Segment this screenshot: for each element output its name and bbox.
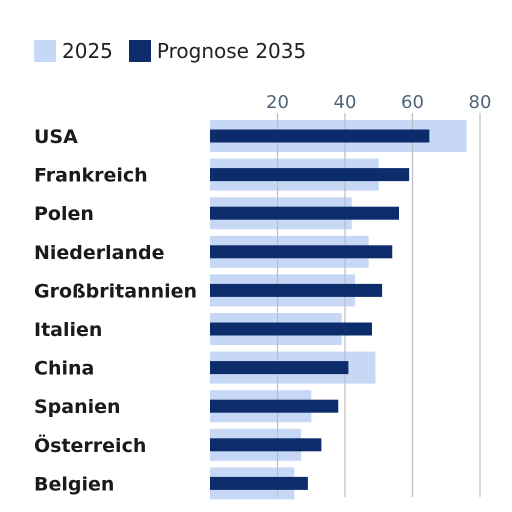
bar-2035 <box>210 129 430 143</box>
category-label: Frankreich <box>34 165 148 187</box>
x-tick-label: 20 <box>266 92 289 113</box>
x-tick-label: 40 <box>334 92 357 113</box>
bar-2035 <box>210 322 372 336</box>
bar-2035 <box>210 399 339 413</box>
category-label: Österreich <box>34 433 146 457</box>
x-tick-label: 80 <box>469 92 492 113</box>
legend-item-2035: Prognose 2035 <box>128 39 307 63</box>
category-label: Italien <box>34 319 102 341</box>
legend-label-2035: Prognose 2035 <box>156 39 307 63</box>
bar-2035 <box>210 438 322 452</box>
bar-2035 <box>210 206 399 220</box>
legend-label-2025: 2025 <box>62 39 113 63</box>
legend-swatch-2035 <box>128 40 151 62</box>
x-tick-label: 60 <box>401 92 424 113</box>
legend-swatch-2025 <box>34 40 56 62</box>
category-label: China <box>34 358 94 380</box>
legend-item-2025: 2025 <box>34 39 113 63</box>
bar-2035 <box>210 283 383 297</box>
category-label: Polen <box>34 203 94 225</box>
category-label: Großbritannien <box>34 280 197 302</box>
legend: 2025 Prognose 2035 <box>34 36 322 66</box>
category-label: Belgien <box>34 473 114 495</box>
category-label: Spanien <box>34 396 121 418</box>
category-label: Niederlande <box>34 242 165 264</box>
bar-2035 <box>210 361 349 375</box>
category-label: USA <box>34 126 78 148</box>
bar-2035 <box>210 245 393 259</box>
bar-2035 <box>210 168 410 182</box>
bar-2035 <box>210 476 308 490</box>
